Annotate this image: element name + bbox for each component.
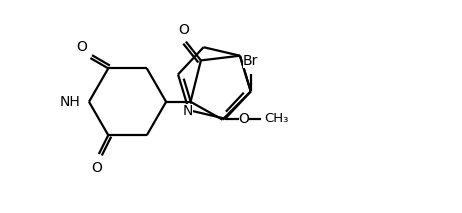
Text: Br: Br [243, 54, 258, 68]
Text: NH: NH [60, 95, 80, 109]
Text: N: N [183, 104, 194, 118]
Text: O: O [77, 40, 87, 54]
Text: O: O [91, 161, 102, 175]
Text: CH₃: CH₃ [265, 112, 289, 125]
Text: O: O [238, 112, 249, 126]
Text: O: O [178, 23, 189, 37]
